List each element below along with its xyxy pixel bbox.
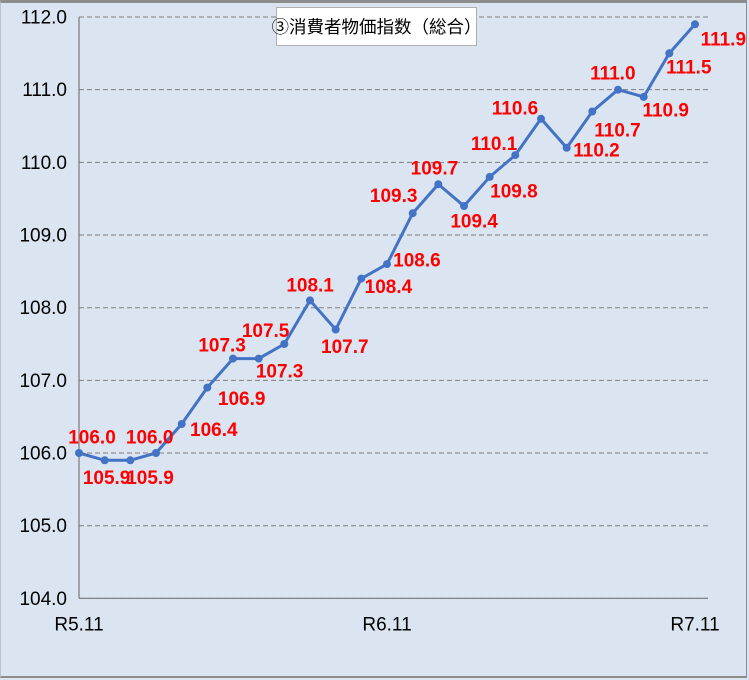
svg-text:109.4: 109.4 bbox=[450, 212, 498, 233]
svg-text:106.4: 106.4 bbox=[190, 420, 238, 441]
svg-text:105.9: 105.9 bbox=[126, 468, 174, 489]
svg-text:110.6: 110.6 bbox=[492, 98, 539, 119]
svg-text:110.9: 110.9 bbox=[642, 100, 689, 121]
svg-text:105.0: 105.0 bbox=[19, 516, 67, 537]
svg-text:111.0: 111.0 bbox=[590, 63, 635, 84]
svg-text:110.1: 110.1 bbox=[471, 134, 518, 155]
svg-text:107.0: 107.0 bbox=[19, 371, 67, 392]
svg-text:106.0: 106.0 bbox=[126, 427, 174, 448]
svg-text:108.1: 108.1 bbox=[286, 276, 334, 297]
svg-text:104.0: 104.0 bbox=[19, 589, 67, 610]
svg-text:106.0: 106.0 bbox=[68, 427, 116, 448]
svg-text:105.9: 105.9 bbox=[83, 468, 131, 489]
svg-text:R5.11: R5.11 bbox=[54, 614, 103, 635]
svg-text:109.3: 109.3 bbox=[370, 186, 418, 207]
svg-text:108.4: 108.4 bbox=[365, 277, 413, 298]
svg-text:107.7: 107.7 bbox=[321, 337, 369, 358]
svg-text:111.0: 111.0 bbox=[22, 80, 67, 101]
svg-text:110.2: 110.2 bbox=[573, 140, 620, 161]
svg-text:110.0: 110.0 bbox=[21, 153, 67, 174]
svg-text:109.7: 109.7 bbox=[411, 159, 459, 180]
svg-text:112.0: 112.0 bbox=[21, 8, 67, 29]
svg-text:107.3: 107.3 bbox=[198, 336, 246, 357]
svg-text:107.3: 107.3 bbox=[256, 362, 304, 383]
svg-text:109.0: 109.0 bbox=[19, 226, 67, 247]
svg-text:109.8: 109.8 bbox=[490, 182, 538, 203]
svg-text:R7.11: R7.11 bbox=[670, 614, 719, 635]
svg-text:108.6: 108.6 bbox=[393, 251, 441, 272]
svg-text:111.5: 111.5 bbox=[666, 58, 712, 79]
svg-text:110.7: 110.7 bbox=[594, 121, 641, 142]
svg-text:108.0: 108.0 bbox=[19, 298, 67, 319]
svg-text:107.5: 107.5 bbox=[242, 321, 290, 342]
svg-text:R6.11: R6.11 bbox=[362, 614, 411, 635]
svg-text:106.9: 106.9 bbox=[218, 389, 266, 410]
svg-text:106.0: 106.0 bbox=[19, 444, 67, 465]
svg-text:111.9: 111.9 bbox=[701, 30, 746, 51]
